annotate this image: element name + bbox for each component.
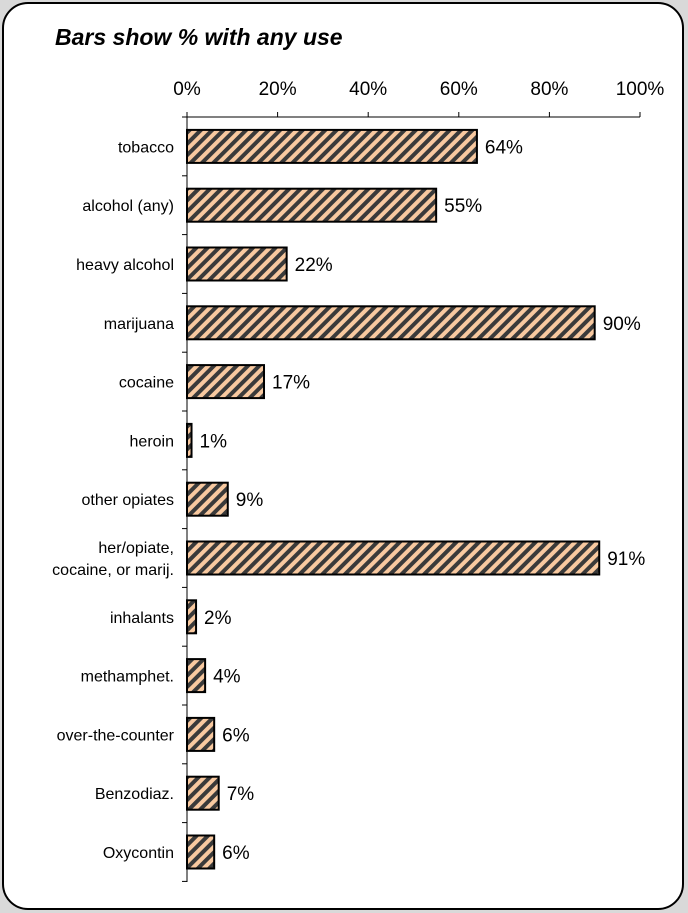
bar bbox=[186, 305, 596, 341]
bar bbox=[186, 481, 229, 517]
bar bbox=[186, 364, 266, 400]
bar bbox=[186, 599, 198, 635]
data-label: 91% bbox=[607, 549, 645, 570]
category-label: cocaine bbox=[119, 375, 174, 392]
bar bbox=[186, 834, 216, 870]
data-label: 6% bbox=[222, 843, 250, 864]
category-label-line: heroin bbox=[130, 433, 174, 450]
category-label: alcohol (any) bbox=[82, 198, 174, 215]
category-label-line: Benzodiaz. bbox=[95, 786, 174, 803]
x-tick-label: 60% bbox=[440, 79, 478, 100]
category-label: over-the-counter bbox=[57, 727, 175, 744]
category-label-line: tobacco bbox=[118, 139, 174, 156]
data-label: 9% bbox=[236, 490, 264, 511]
bar bbox=[186, 128, 478, 164]
category-label: heavy alcohol bbox=[76, 257, 174, 274]
data-label: 64% bbox=[485, 137, 523, 158]
category-label: Benzodiaz. bbox=[95, 786, 174, 803]
bar bbox=[186, 540, 601, 576]
category-label: tobacco bbox=[118, 139, 174, 156]
data-label: 17% bbox=[272, 373, 310, 394]
category-label-line: inhalants bbox=[110, 610, 174, 627]
data-label: 6% bbox=[222, 725, 250, 746]
bar bbox=[186, 658, 207, 694]
data-label: 4% bbox=[213, 667, 241, 688]
bars: 64% 55% 22% 90% 17% 1% 9% 91% 2% 4% 6% 7% 6% bbox=[186, 128, 645, 870]
x-tick-label: 80% bbox=[530, 79, 568, 100]
bar bbox=[186, 716, 216, 752]
category-label-line: cocaine, or marij. bbox=[52, 562, 174, 579]
category-label: inhalants bbox=[110, 610, 174, 627]
x-tick-label: 20% bbox=[259, 79, 297, 100]
x-tick-label: 40% bbox=[349, 79, 387, 100]
bar bbox=[186, 246, 288, 282]
category-label-line: marijuana bbox=[104, 316, 174, 333]
bar bbox=[186, 775, 220, 811]
category-label-line: Oxycontin bbox=[103, 845, 174, 862]
category-label-line: heavy alcohol bbox=[76, 257, 174, 274]
category-label: other opiates bbox=[81, 492, 174, 509]
axes: 0% 20% 40% 60% 80% 100% tobacco alcohol (any) he… bbox=[52, 79, 664, 882]
category-label-line: alcohol (any) bbox=[82, 198, 174, 215]
data-label: 1% bbox=[200, 431, 228, 452]
category-label: Oxycontin bbox=[103, 845, 174, 862]
category-label-line: methamphet. bbox=[81, 669, 174, 686]
bar bbox=[186, 422, 193, 458]
data-label: 2% bbox=[204, 608, 232, 629]
x-tick-label: 0% bbox=[173, 79, 201, 100]
data-label: 90% bbox=[603, 314, 641, 335]
category-label: heroin bbox=[130, 433, 174, 450]
chart-title: Bars show % with any use bbox=[55, 24, 343, 50]
x-tick-label: 100% bbox=[616, 79, 665, 100]
category-label: marijuana bbox=[104, 316, 174, 333]
bar bbox=[186, 187, 438, 223]
category-label: methamphet. bbox=[81, 669, 174, 686]
data-label: 22% bbox=[295, 255, 333, 276]
data-label: 55% bbox=[444, 196, 482, 217]
category-label: her/opiate, cocaine, or marij. bbox=[52, 540, 174, 579]
category-label-line: over-the-counter bbox=[57, 727, 175, 744]
category-label-line: other opiates bbox=[81, 492, 174, 509]
category-label-line: cocaine bbox=[119, 375, 174, 392]
category-label-line: her/opiate, bbox=[98, 540, 174, 557]
data-label: 7% bbox=[227, 784, 255, 805]
